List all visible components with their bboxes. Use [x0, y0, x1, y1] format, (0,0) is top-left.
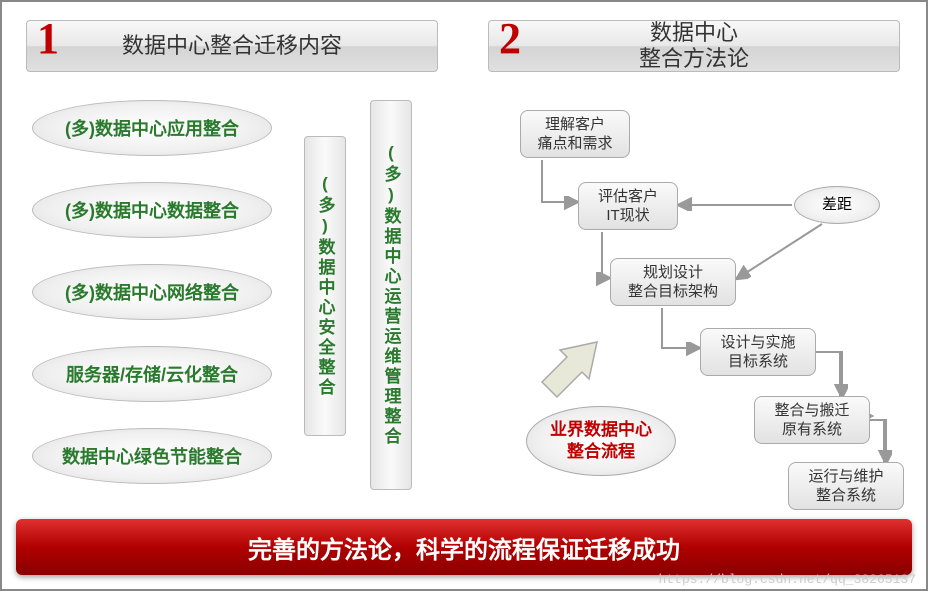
section1-title: 数据中心整合迁移内容: [27, 33, 437, 59]
footer-text: 完善的方法论，科学的流程保证迁移成功: [248, 530, 680, 565]
section2-title: 数据中心 整合方法论: [489, 20, 899, 73]
vertical-security: (多)数据中心安全整合: [304, 136, 346, 436]
footer-banner: 完善的方法论，科学的流程保证迁移成功: [16, 519, 912, 575]
flow-integrate-migrate: 整合与搬迁原有系统: [754, 396, 870, 444]
big-arrow-icon: [532, 322, 612, 402]
flow-assess-it: 评估客户IT现状: [578, 182, 678, 230]
section1-number: 1: [37, 13, 59, 64]
section2-number: 2: [499, 13, 521, 64]
flow-understand-customer: 理解客户痛点和需求: [520, 110, 630, 158]
ellipse-app-integration: (多)数据中心应用整合: [32, 100, 272, 156]
ellipse-server-storage: 服务器/存储/云化整合: [32, 346, 272, 402]
watermark-text: https://blog.csdn.net/qq_38265137: [659, 572, 916, 587]
flow-design-implement: 设计与实施目标系统: [700, 328, 816, 376]
section2-header: 2 数据中心 整合方法论: [488, 20, 900, 72]
section1-header: 1 数据中心整合迁移内容: [26, 20, 438, 72]
flow-operate-maintain: 运行与维护整合系统: [788, 462, 904, 510]
center-ellipse: 业界数据中心整合流程: [526, 406, 676, 476]
section2-title-line2: 整合方法论: [639, 46, 749, 71]
ellipse-network-integration: (多)数据中心网络整合: [32, 264, 272, 320]
section2-title-line1: 数据中心: [650, 20, 738, 45]
ellipse-green-energy: 数据中心绿色节能整合: [32, 428, 272, 484]
ellipse-data-integration: (多)数据中心数据整合: [32, 182, 272, 238]
gap-ellipse: 差距: [794, 186, 880, 224]
flow-plan-design: 规划设计整合目标架构: [610, 258, 736, 306]
vertical-ops-mgmt: (多)数据中心运营运维管理整合: [370, 100, 412, 490]
